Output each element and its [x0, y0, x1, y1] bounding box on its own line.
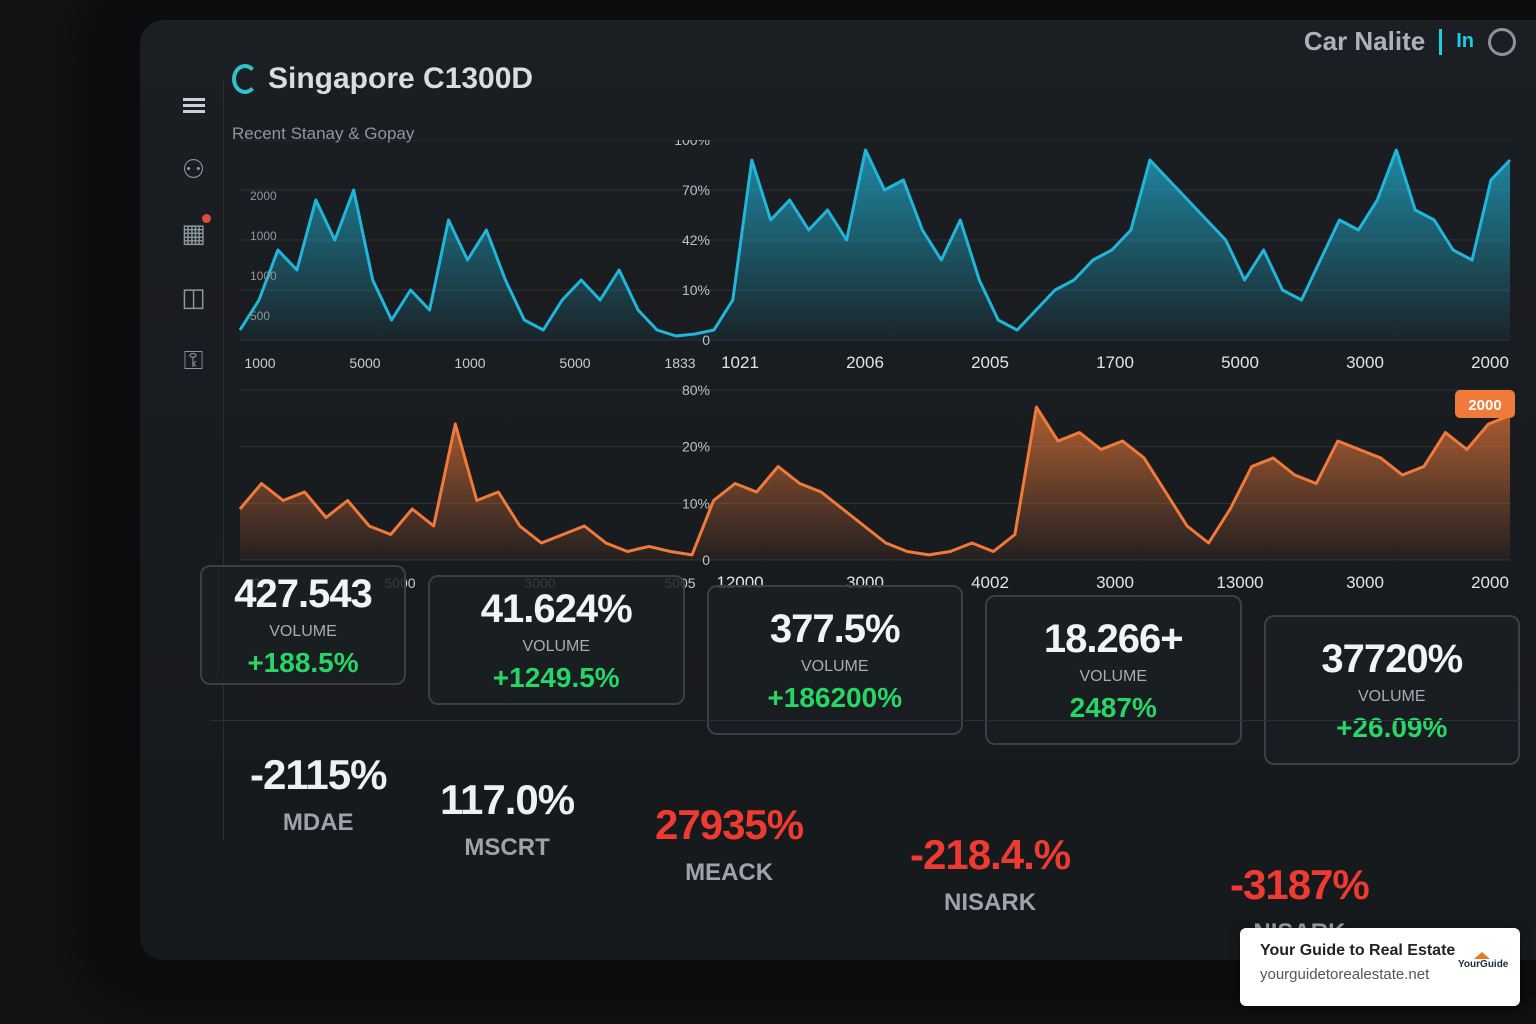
y-tick-label: 10%: [682, 282, 710, 298]
metric-label: MDAE: [282, 809, 354, 836]
sidebar: ⚇ ▦ ◫ ⚿: [164, 80, 224, 840]
y-tick-label: 0: [702, 332, 710, 348]
x-tick-label: 2005: [971, 353, 1009, 372]
card-label: VOLUME: [1079, 667, 1148, 685]
metric-value: -3187%: [1230, 861, 1370, 908]
metric[interactable]: -218.4.% NISARK: [910, 831, 1071, 917]
x-tick-label: 1700: [1096, 353, 1134, 372]
metric-value: 117.0%: [440, 776, 575, 823]
card-change: +1249.5%: [492, 661, 620, 693]
x-tick-label: 3000: [1346, 353, 1384, 372]
y-tick-label: 1000: [250, 229, 277, 243]
charts-area: 100% 70% 42% 10% 0 2000 1000 1000 500 1021 2006 200…: [220, 132, 1520, 620]
watermark-url: yourguidetorealestate.net: [1260, 966, 1430, 983]
card-change: 2487%: [1069, 691, 1157, 723]
topbar-right: Car Nalite In: [1304, 26, 1516, 57]
x-tick-label: 2006: [846, 353, 884, 372]
price-badge-label: 2000: [1468, 397, 1501, 414]
stat-card[interactable]: 41.624% VOLUME +1249.5%: [428, 575, 685, 705]
card-change: +188.5%: [247, 646, 359, 678]
y-tick-label: 10%: [682, 495, 710, 511]
metric-label: MSCRT: [464, 834, 550, 861]
watermark-title: Your Guide to Real Estate: [1260, 942, 1456, 959]
y-tick-label: 70%: [682, 182, 710, 198]
metric[interactable]: 27935% MEACK: [655, 801, 804, 887]
stat-card[interactable]: 377.5% VOLUME +186200%: [706, 585, 963, 735]
stat-cards: 427.543 VOLUME +188.5% 41.624% VOLUME +1…: [200, 565, 1520, 795]
price-badge: [1455, 390, 1515, 418]
card-value: 41.624%: [480, 586, 633, 631]
card-value: 427.543: [234, 571, 373, 616]
y-tick-label: 42%: [682, 232, 710, 248]
metric[interactable]: -2115% MDAE: [250, 751, 387, 837]
metric-value: 27935%: [655, 801, 804, 848]
x-tick-label: 13000: [1216, 573, 1263, 592]
metric-label: NISARK: [944, 889, 1037, 916]
series-line: [238, 405, 1511, 557]
x-tick-label: 5000: [349, 355, 380, 371]
y-tick-label: 1000: [250, 269, 277, 283]
metric-value: -2115%: [250, 751, 387, 798]
y-tick-label: 500: [250, 309, 270, 323]
x-tick-label: 1000: [244, 355, 275, 371]
stat-card[interactable]: 37720% VOLUME +26.09%: [1263, 615, 1520, 765]
metrics-row: -2115% MDAE 117.0% MSCRT 27935% MEACK -2…: [210, 720, 1520, 946]
card-label: VOLUME: [522, 637, 591, 655]
user-icon[interactable]: ⚇: [181, 153, 206, 184]
card-label: VOLUME: [800, 657, 869, 675]
y-tick-label: 100%: [674, 140, 710, 148]
x-tick-label: 2000: [1471, 353, 1509, 372]
dashboard-screen: Car Nalite In ⚇ ▦ ◫ ⚿ Singapore C1300D R…: [140, 20, 1536, 960]
user-name[interactable]: Car Nalite: [1303, 26, 1426, 56]
x-tick-label: 1833: [664, 355, 695, 371]
x-tick-label: 4002: [971, 573, 1009, 592]
y-tick-label: 20%: [682, 439, 710, 455]
calendar-icon[interactable]: ▦: [179, 214, 211, 248]
x-tick-label: 3000: [1346, 573, 1384, 592]
x-tick-label: 1021: [721, 353, 759, 372]
series-area: [240, 150, 1510, 340]
metric-value: -218.4.%: [910, 831, 1071, 878]
page-subtitle: Recent Stanay & Gopay: [232, 124, 415, 143]
card-change: +26.09%: [1336, 711, 1448, 743]
y-tick-label: 80%: [682, 382, 710, 398]
series-line: [238, 148, 1512, 338]
card-value: 18.266+: [1043, 616, 1184, 661]
x-tick-label: 5000: [559, 355, 590, 371]
lock-icon[interactable]: ⚿: [183, 345, 204, 375]
house-logo-icon: YourGuide: [1458, 952, 1509, 980]
wallet-icon[interactable]: ◫: [181, 281, 206, 312]
logo-icon: [232, 64, 258, 94]
metric[interactable]: 117.0% MSCRT: [440, 776, 575, 862]
logo-text: YourGuide: [1458, 959, 1509, 970]
menu-icon[interactable]: [179, 90, 209, 120]
card-value: 37720%: [1321, 636, 1463, 681]
notification-dot: [201, 214, 211, 223]
app-brand: Singapore C1300D: [232, 62, 533, 96]
series-area: [240, 407, 1510, 560]
charts-svg[interactable]: 100% 70% 42% 10% 0 2000 1000 1000 500 1021 2006 200…: [220, 132, 1520, 620]
card-change: +186200%: [767, 681, 903, 713]
status-indicator[interactable]: In: [1456, 30, 1474, 52]
settings-icon[interactable]: [1488, 27, 1516, 56]
x-tick-label: 1000: [454, 355, 485, 371]
divider: [1439, 28, 1443, 55]
card-label: VOLUME: [269, 622, 337, 640]
card-label: VOLUME: [1357, 687, 1426, 705]
x-tick-label: 2000: [1471, 573, 1509, 592]
x-tick-label: 3000: [1096, 573, 1134, 592]
app-title: Singapore C1300D: [268, 62, 534, 95]
y-tick-label: 2000: [250, 189, 277, 203]
stat-card[interactable]: 427.543 VOLUME +188.5%: [200, 565, 406, 685]
card-value: 377.5%: [769, 606, 901, 651]
metric-label: MEACK: [685, 859, 774, 886]
y-tick-label: 0: [702, 552, 710, 568]
site-watermark[interactable]: Your Guide to Real Estate yourguidetorea…: [1240, 928, 1520, 1006]
x-tick-label: 5000: [1221, 353, 1259, 372]
